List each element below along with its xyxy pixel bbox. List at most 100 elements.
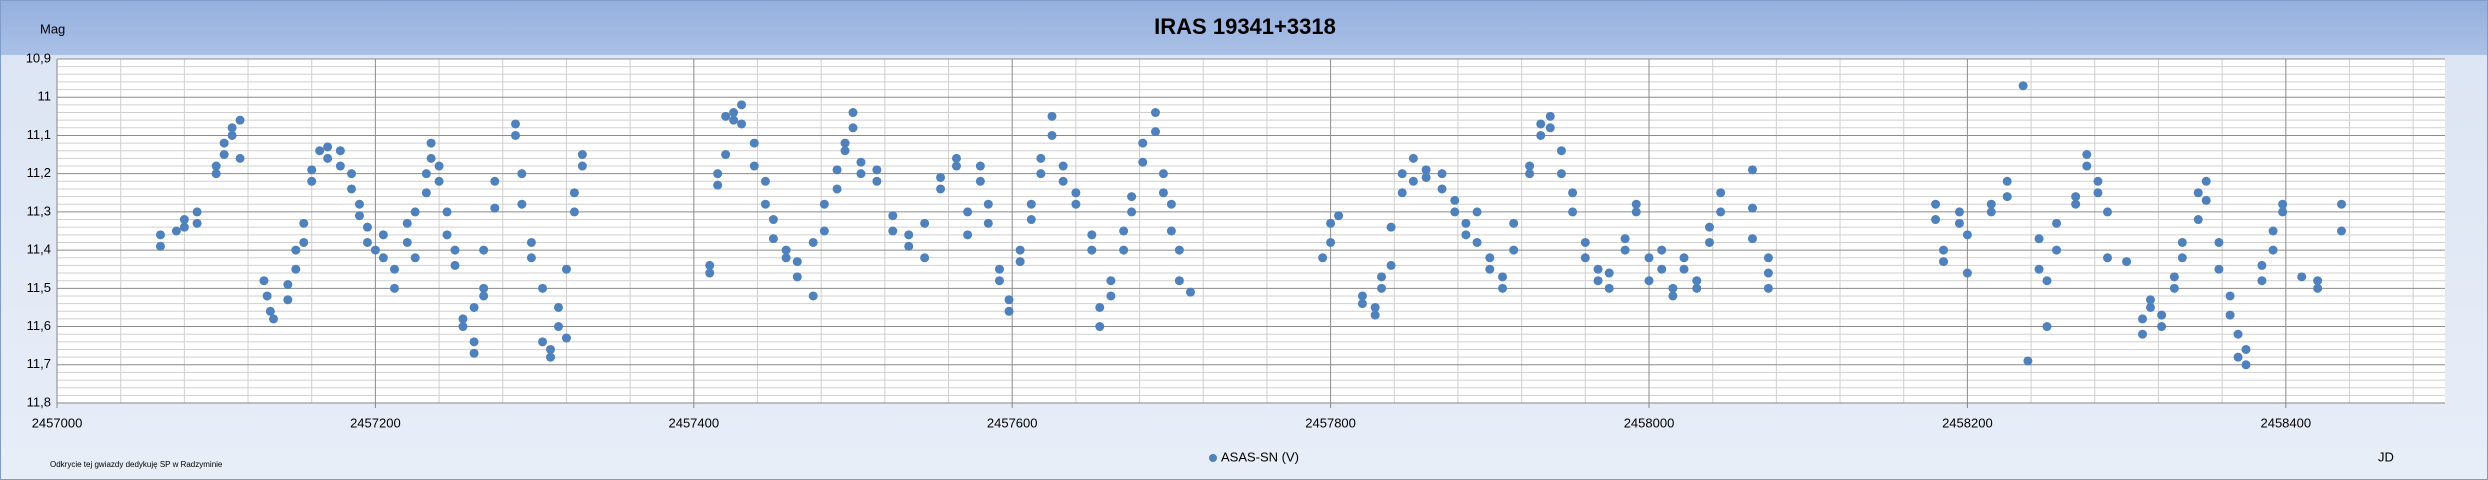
- data-point: [2169, 272, 2179, 282]
- data-point: [848, 108, 858, 118]
- data-point: [1509, 218, 1519, 228]
- data-point: [362, 222, 372, 232]
- data-point: [307, 176, 317, 186]
- data-point: [2157, 322, 2167, 332]
- data-point: [192, 218, 202, 228]
- data-point: [479, 245, 489, 255]
- data-point: [1408, 176, 1418, 186]
- y-axis-label: Mag: [40, 21, 65, 36]
- data-point: [872, 165, 882, 175]
- data-point: [1166, 226, 1176, 236]
- data-point: [1692, 276, 1702, 286]
- data-point: [983, 218, 993, 228]
- data-point: [1421, 165, 1431, 175]
- data-point: [577, 150, 587, 160]
- data-point: [760, 199, 770, 209]
- data-point: [1186, 287, 1196, 297]
- data-point: [1058, 176, 1068, 186]
- data-point: [458, 322, 468, 332]
- data-point: [421, 169, 431, 179]
- data-point: [721, 150, 731, 160]
- data-point: [983, 199, 993, 209]
- data-point: [2241, 360, 2251, 370]
- data-point: [1556, 169, 1566, 179]
- y-tick-label: 11,4: [27, 242, 51, 257]
- data-point: [2225, 310, 2235, 320]
- data-point: [781, 245, 791, 255]
- data-point: [2313, 283, 2323, 293]
- data-point: [1015, 245, 1025, 255]
- data-point: [792, 272, 802, 282]
- data-point: [569, 207, 579, 217]
- data-point: [227, 130, 237, 140]
- data-point: [951, 153, 961, 163]
- x-tick-label: 2458000: [1624, 415, 1675, 430]
- data-point: [1087, 230, 1097, 240]
- x-tick-label: 2458200: [1942, 415, 1993, 430]
- data-point: [1593, 264, 1603, 274]
- data-point: [2002, 176, 2012, 186]
- data-point: [283, 295, 293, 305]
- data-point: [1397, 188, 1407, 198]
- x-tick-label: 2457600: [987, 415, 1038, 430]
- legend-marker: [1209, 454, 1217, 462]
- data-point: [259, 276, 269, 286]
- data-point: [994, 264, 1004, 274]
- x-axis-label: JD: [2378, 449, 2394, 464]
- data-point: [1377, 283, 1387, 293]
- data-point: [192, 207, 202, 217]
- data-point: [479, 283, 489, 293]
- data-point: [1716, 188, 1726, 198]
- data-point: [235, 153, 245, 163]
- data-point: [1119, 226, 1129, 236]
- data-point: [2278, 199, 2288, 209]
- data-point: [2034, 234, 2044, 244]
- data-point: [434, 176, 444, 186]
- data-point: [1620, 245, 1630, 255]
- data-point: [490, 203, 500, 213]
- plot-area: [57, 59, 2445, 403]
- data-point: [1386, 260, 1396, 270]
- data-point: [2257, 260, 2267, 270]
- data-point: [458, 314, 468, 324]
- data-point: [1668, 283, 1678, 293]
- data-point: [378, 230, 388, 240]
- data-point: [1763, 253, 1773, 263]
- data-point: [2225, 291, 2235, 301]
- data-point: [729, 115, 739, 125]
- data-point: [283, 280, 293, 290]
- x-tick-label: 2457800: [1305, 415, 1356, 430]
- data-point: [1334, 211, 1344, 221]
- data-point: [1668, 291, 1678, 301]
- data-point: [526, 237, 536, 247]
- data-point: [1568, 207, 1578, 217]
- data-point: [155, 230, 165, 240]
- data-point: [211, 169, 221, 179]
- data-point: [1138, 157, 1148, 167]
- data-point: [2052, 245, 2062, 255]
- data-point: [1593, 276, 1603, 286]
- data-point: [291, 264, 301, 274]
- data-point: [510, 130, 520, 140]
- data-point: [517, 169, 527, 179]
- data-point: [1026, 199, 1036, 209]
- data-point: [354, 199, 364, 209]
- y-tick-label: 11,7: [27, 356, 51, 371]
- data-point: [749, 138, 759, 148]
- data-point: [315, 146, 325, 156]
- data-point: [1747, 203, 1757, 213]
- data-point: [1536, 119, 1546, 129]
- data-point: [517, 199, 527, 209]
- data-point: [2157, 310, 2167, 320]
- data-point: [2169, 283, 2179, 293]
- data-point: [1437, 169, 1447, 179]
- data-point: [1071, 188, 1081, 198]
- data-point: [553, 302, 563, 312]
- x-tick-label: 2457000: [32, 415, 83, 430]
- data-point: [546, 352, 556, 362]
- data-point: [450, 260, 460, 270]
- data-point: [219, 150, 229, 160]
- data-point: [1704, 237, 1714, 247]
- data-point: [2337, 226, 2347, 236]
